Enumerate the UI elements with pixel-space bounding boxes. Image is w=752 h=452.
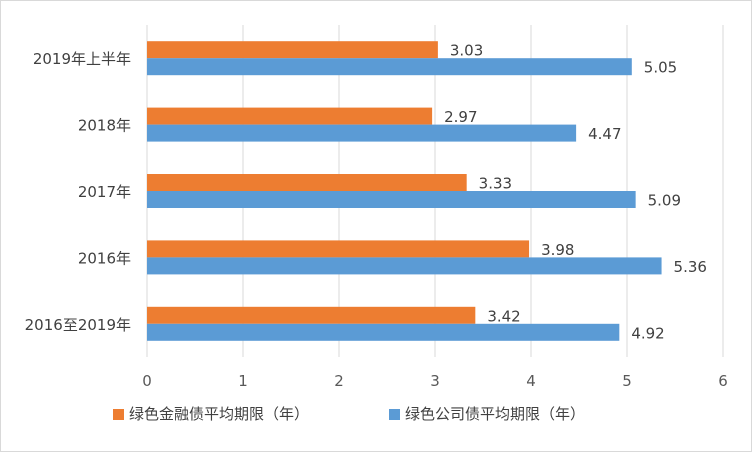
bar-series-2 bbox=[147, 323, 620, 341]
legend-entry: 绿色金融债平均期限（年） bbox=[129, 405, 309, 423]
x-tick-label: 2 bbox=[334, 372, 344, 390]
bar-series-2 bbox=[147, 257, 662, 275]
category-label: 2016年 bbox=[78, 249, 131, 267]
legend-swatch bbox=[389, 409, 400, 420]
x-tick-label: 5 bbox=[622, 372, 632, 390]
data-label: 3.03 bbox=[450, 42, 483, 60]
category-label: 2019年上半年 bbox=[33, 50, 131, 68]
data-label: 5.05 bbox=[644, 59, 677, 77]
legend-entry: 绿色公司债平均期限（年） bbox=[405, 405, 585, 423]
x-tick-label: 6 bbox=[718, 372, 728, 390]
legend-swatch bbox=[113, 409, 124, 420]
x-tick-label: 1 bbox=[238, 372, 248, 390]
data-label: 5.36 bbox=[674, 258, 707, 276]
bar-series-1 bbox=[147, 107, 433, 125]
data-label: 4.92 bbox=[631, 324, 664, 342]
bar-series-2 bbox=[147, 191, 636, 208]
bar-series-1 bbox=[147, 240, 530, 258]
bar-series-2 bbox=[147, 124, 577, 142]
bar-series-1 bbox=[147, 41, 438, 59]
data-label: 3.42 bbox=[487, 307, 520, 325]
bar-series-1 bbox=[147, 174, 467, 191]
category-label: 2016至2019年 bbox=[25, 316, 131, 334]
data-label: 5.09 bbox=[648, 192, 681, 210]
data-label: 4.47 bbox=[588, 125, 621, 143]
category-label: 2017年 bbox=[78, 183, 131, 201]
category-label: 2018年 bbox=[78, 117, 131, 135]
data-label: 3.33 bbox=[479, 175, 512, 193]
data-label: 3.98 bbox=[541, 241, 574, 259]
x-tick-label: 0 bbox=[142, 372, 152, 390]
x-tick-label: 4 bbox=[526, 372, 536, 390]
bar-series-2 bbox=[147, 58, 632, 76]
x-tick-label: 3 bbox=[430, 372, 440, 390]
data-label: 2.97 bbox=[444, 108, 477, 126]
bar-series-1 bbox=[147, 306, 476, 324]
